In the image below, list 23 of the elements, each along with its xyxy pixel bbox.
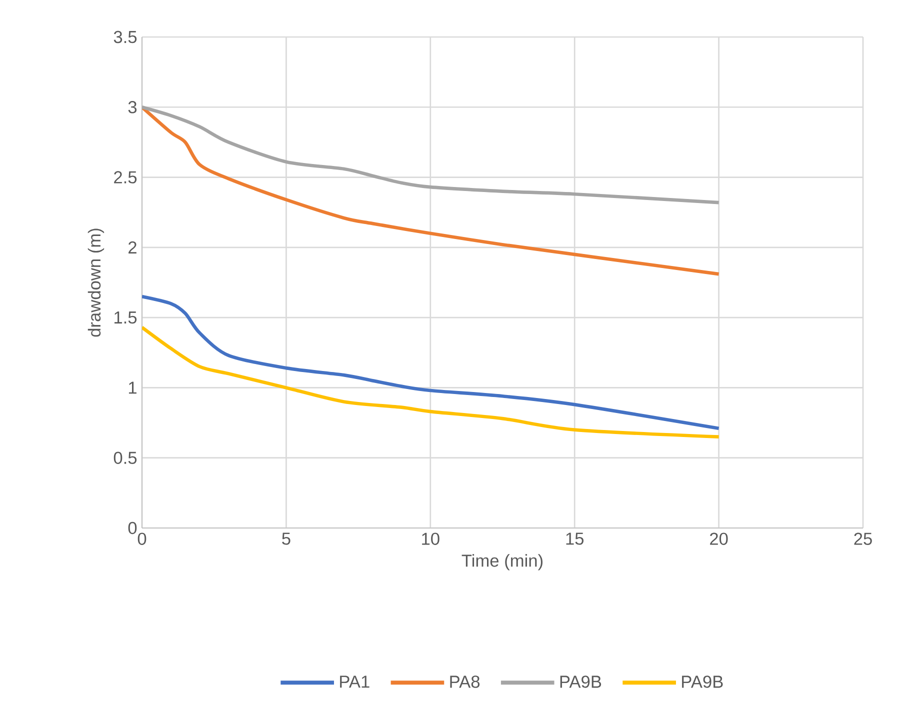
y-tick-label: 1.5 bbox=[114, 312, 137, 324]
x-tick-label: 10 bbox=[422, 532, 440, 545]
legend-label: PA1 bbox=[340, 676, 370, 688]
legend-label: PA8 bbox=[450, 676, 480, 688]
y-tick-label: 3.5 bbox=[114, 30, 137, 44]
line-series bbox=[142, 326, 720, 438]
legend-label: PA9B bbox=[682, 676, 723, 688]
y-tick-label: 1 bbox=[128, 382, 136, 394]
x-tick-label: 0 bbox=[138, 532, 146, 545]
x-axis-title: Time (min) bbox=[462, 554, 542, 570]
y-axis-title: drawdown (m) bbox=[88, 228, 104, 337]
x-tick-label: 5 bbox=[282, 532, 290, 545]
line-series bbox=[142, 105, 720, 204]
y-tick-label: 2 bbox=[128, 241, 136, 254]
y-tick-label: 0 bbox=[128, 522, 137, 534]
y-tick-label: 3 bbox=[128, 100, 137, 114]
line-series bbox=[142, 294, 720, 430]
x-tick-label: 25 bbox=[854, 532, 872, 545]
x-tick-label: 15 bbox=[566, 532, 584, 545]
y-tick-label: 0.5 bbox=[114, 452, 137, 464]
y-tick-label: 2.5 bbox=[114, 171, 137, 184]
x-tick-label: 20 bbox=[710, 532, 728, 545]
legend-label: PA9B bbox=[560, 676, 602, 688]
